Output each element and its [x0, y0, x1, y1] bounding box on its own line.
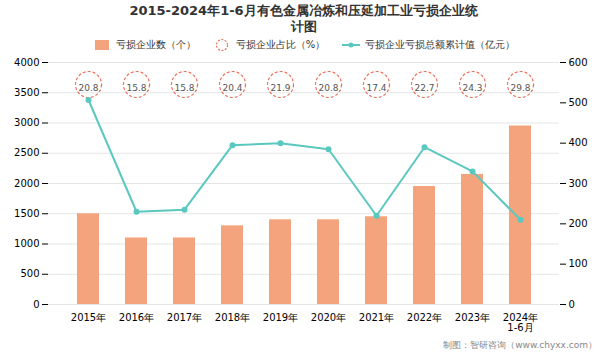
svg-text:17.4: 17.4: [366, 83, 386, 93]
svg-text:1500: 1500: [14, 208, 39, 219]
svg-text:200: 200: [569, 218, 588, 229]
svg-text:2024年1-6月: 2024年1-6月: [503, 312, 538, 333]
html-text:亏损企业亏损总额累计值（亿元）: 亏损企业亏损总额累计值（亿元）: [365, 39, 516, 50]
svg-text:500: 500: [569, 97, 588, 108]
html-text:亏损企业数（个）: 亏损企业数（个）: [115, 39, 196, 50]
svg-text:400: 400: [569, 137, 588, 148]
svg-text:29.8: 29.8: [510, 83, 530, 93]
html-text:2015-2024年1-6月有色金属冶炼和压延加工业亏损企业: 2015-2024年1-6月有色金属冶炼和压延加工业亏损企业统 计图: [129, 3, 478, 34]
svg-text:2016年: 2016年: [119, 312, 154, 323]
svg-text:22.7: 22.7: [414, 83, 434, 93]
svg-text:20.8: 20.8: [318, 83, 338, 93]
svg-text:2022年: 2022年: [407, 312, 442, 323]
svg-text:2019年: 2019年: [263, 312, 298, 323]
svg-text:2017年: 2017年: [167, 312, 202, 323]
svg-text:300: 300: [569, 178, 588, 189]
svg-text:15.8: 15.8: [126, 83, 146, 93]
svg-text:2021年: 2021年: [359, 312, 394, 323]
svg-text:2018年: 2018年: [215, 312, 250, 323]
html-text:制图：智研咨询（www.chyxx.com）: 制图：智研咨询（www.chyxx.com）: [443, 340, 597, 350]
svg-text:20.4: 20.4: [222, 83, 242, 93]
svg-text:2015年: 2015年: [71, 312, 106, 323]
svg-text:24.3: 24.3: [462, 83, 482, 93]
svg-text:2500: 2500: [14, 147, 39, 158]
svg-text:4000: 4000: [14, 57, 39, 68]
svg-text:2000: 2000: [14, 178, 39, 189]
svg-text:3000: 3000: [14, 117, 39, 128]
svg-text:21.9: 21.9: [270, 83, 290, 93]
svg-text:100: 100: [569, 258, 588, 269]
svg-text:3500: 3500: [14, 87, 39, 98]
svg-text:600: 600: [569, 57, 588, 68]
svg-text:20.8: 20.8: [78, 83, 98, 93]
svg-text:0: 0: [33, 299, 39, 310]
svg-text:2020年: 2020年: [311, 312, 346, 323]
html-text:亏损企业占比（%）: 亏损企业占比（%）: [235, 39, 326, 50]
svg-text:0: 0: [569, 299, 575, 310]
svg-text:500: 500: [20, 268, 39, 279]
svg-text:2023年: 2023年: [455, 312, 490, 323]
svg-text:1000: 1000: [14, 238, 39, 249]
svg-text:15.8: 15.8: [174, 83, 194, 93]
